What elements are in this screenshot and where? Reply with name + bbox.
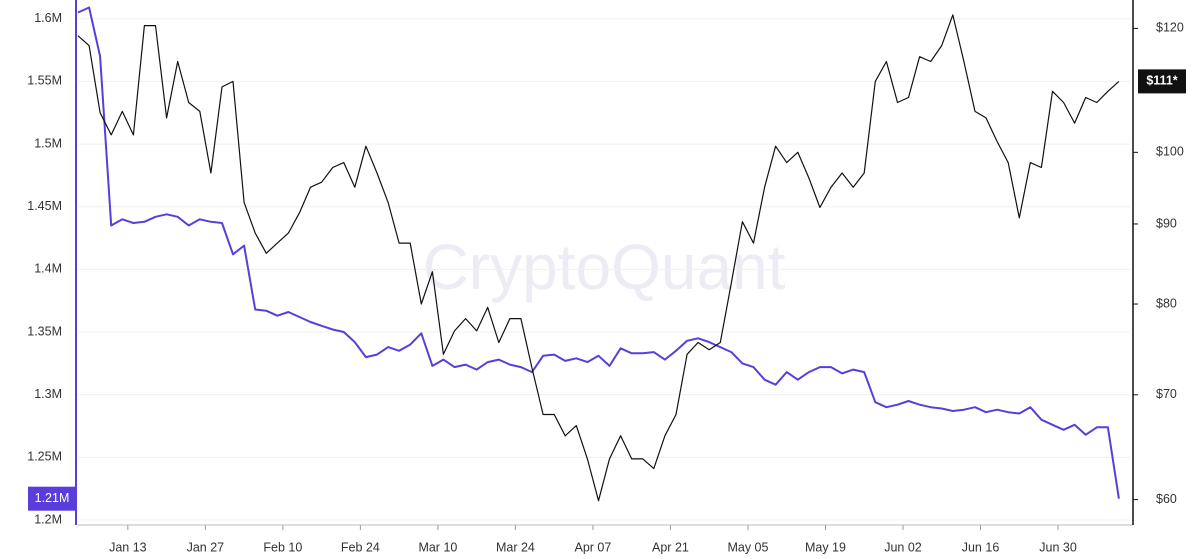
y-tick-label: 1.6M xyxy=(34,11,62,25)
x-tick-label: May 05 xyxy=(727,540,768,554)
x-tick-label: May 19 xyxy=(805,540,846,554)
x-tick-label: Feb 10 xyxy=(263,540,302,554)
y2-tick-label: $90 xyxy=(1156,216,1177,230)
y2-tick-label: $120 xyxy=(1156,21,1184,35)
x-tick-label: Jun 30 xyxy=(1039,540,1077,554)
current-value-box xyxy=(28,486,76,511)
series-line xyxy=(77,6,1120,499)
x-tick-label: Mar 10 xyxy=(418,540,457,554)
current-value-box xyxy=(1138,69,1186,94)
y2-tick-label: $70 xyxy=(1156,387,1177,401)
series-line xyxy=(77,14,1120,502)
y-tick-label: 1.3M xyxy=(34,387,62,401)
y-tick-label: 1.2M xyxy=(34,512,62,526)
y-tick-label: 1.45M xyxy=(27,199,62,213)
current-value-label: 1.21M xyxy=(35,491,70,505)
y2-tick-label: $80 xyxy=(1156,296,1177,310)
y2-tick-label: $60 xyxy=(1156,492,1177,506)
y-tick-label: 1.25M xyxy=(27,450,62,464)
watermark: CryptoQuant xyxy=(423,231,786,303)
y-tick-label: 1.4M xyxy=(34,262,62,276)
current-value-label: $111* xyxy=(1146,74,1177,88)
x-tick-label: Jan 13 xyxy=(109,540,147,554)
x-tick-label: Jun 16 xyxy=(962,540,1000,554)
x-tick-label: Jan 27 xyxy=(187,540,225,554)
x-tick-label: Apr 21 xyxy=(652,540,689,554)
y-tick-label: 1.5M xyxy=(34,136,62,150)
y-tick-label: 1.55M xyxy=(27,74,62,88)
x-tick-label: Jun 02 xyxy=(884,540,922,554)
x-tick-label: Apr 07 xyxy=(575,540,612,554)
x-tick-label: Mar 24 xyxy=(496,540,535,554)
y-tick-label: 1.35M xyxy=(27,324,62,338)
x-tick-label: Feb 24 xyxy=(341,540,380,554)
y2-tick-label: $100 xyxy=(1156,145,1184,159)
